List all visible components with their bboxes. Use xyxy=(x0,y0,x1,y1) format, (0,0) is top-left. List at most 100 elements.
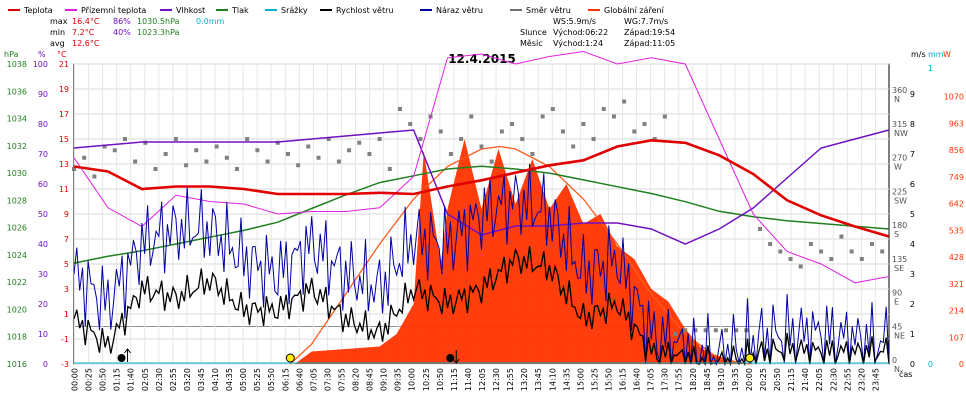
y-tick-ms: 1 xyxy=(910,330,915,339)
x-tick-label: 23:45 xyxy=(871,368,880,391)
series-winddir-point xyxy=(622,99,627,104)
series-winddir-point xyxy=(591,137,596,141)
series-winddir-point xyxy=(255,148,260,153)
series-winddir-point xyxy=(163,152,168,156)
x-tick-label: 17:30 xyxy=(661,368,670,391)
series-winddir-point xyxy=(112,148,117,153)
stat-min-press: 1023.3hPa xyxy=(137,28,180,37)
x-tick-label: 14:10 xyxy=(548,368,557,391)
x-tick-label: 15:50 xyxy=(604,368,613,391)
series-groundtemp-line xyxy=(73,50,890,284)
legend-label: Vlhkost xyxy=(176,6,205,15)
series-winddir-point xyxy=(859,257,864,261)
y-tick-pct: 0 xyxy=(43,360,48,369)
y-tick-w: 1070 xyxy=(944,93,964,102)
series-winddir-point xyxy=(757,227,762,231)
y-tick-c: 9 xyxy=(64,210,69,219)
x-tick-label: 21:40 xyxy=(801,368,810,391)
series-winddir-point xyxy=(367,152,372,156)
x-tick-label: 16:15 xyxy=(619,368,628,391)
series-radiation-area xyxy=(74,139,889,364)
y-tick-pct: 30 xyxy=(38,270,48,279)
x-tick-label: 12:55 xyxy=(506,368,515,391)
series-winddir-point xyxy=(92,174,97,179)
legend-label: Srážky xyxy=(281,6,308,15)
x-tick-label: 20:25 xyxy=(759,368,768,391)
y-tick-ms: 7 xyxy=(910,150,915,159)
x-tick-label: 22:05 xyxy=(815,368,824,391)
series-winddir-point xyxy=(540,114,545,119)
y-tick-w: 642 xyxy=(949,200,964,209)
info-ws: WS:5.9m/s xyxy=(553,17,596,26)
y-tick-c: -1 xyxy=(61,335,69,344)
x-tick-label: 17:55 xyxy=(675,368,684,391)
series-winddir-point xyxy=(194,148,199,153)
y-tick-pct: 100 xyxy=(33,60,48,69)
y-tick-w: 214 xyxy=(949,307,964,316)
axis-unit-hpa: hPa xyxy=(4,50,19,59)
y-tick-c: 7 xyxy=(64,235,69,244)
moonrise-marker xyxy=(117,354,126,362)
x-tick-label: 13:20 xyxy=(520,368,529,391)
y-tick-dir-name: SE xyxy=(894,264,904,273)
series-winddir-point xyxy=(788,257,793,261)
series-winddir-point xyxy=(489,159,494,164)
series-pressure-line xyxy=(73,165,890,264)
series-winddir-point xyxy=(734,328,739,333)
info-moon-rise: Východ:1:24 xyxy=(553,39,603,48)
x-tick-label: 04:10 xyxy=(211,368,220,391)
series-winddir-point xyxy=(438,129,443,134)
axis-unit-time: čas xyxy=(899,369,912,379)
axis-unit-ms: m/s xyxy=(911,50,926,59)
y-tick-dir-name: NE xyxy=(894,331,905,340)
x-tick-label: 22:30 xyxy=(829,368,838,391)
stat-max-temp: 16.4°C xyxy=(72,17,100,26)
axis-unit-pct: % xyxy=(38,50,46,59)
series-winddir-point xyxy=(479,144,484,149)
y-tick-c: 21 xyxy=(59,60,69,69)
y-tick-ms: 3 xyxy=(910,270,915,279)
x-tick-label: 05:50 xyxy=(267,368,276,391)
legend-label: Rychlost větru xyxy=(336,6,393,15)
series-winddir-point xyxy=(561,129,565,134)
stat-min-hum: 40% xyxy=(113,28,131,37)
series-windspeed-line xyxy=(73,246,890,367)
series-winddir-point xyxy=(265,159,270,164)
series-winddir-point xyxy=(387,167,392,171)
series-winddir-point xyxy=(703,328,708,333)
series-winddir-point xyxy=(214,144,219,149)
y-tick-ms: 0 xyxy=(910,360,915,369)
series-winddir-point xyxy=(347,148,352,153)
legend: Teplota Přízemní teplota Vlhkost Tlak Srážky… xyxy=(8,6,665,15)
y-tick-hpa: 1026 xyxy=(7,224,27,233)
x-tick-label: 00:25 xyxy=(85,368,94,391)
y-tick-w: 963 xyxy=(949,119,964,128)
y-tick-hpa: 1018 xyxy=(7,333,27,342)
y-tick-ms: 2 xyxy=(910,300,915,309)
y-tick-c: 1 xyxy=(64,310,69,319)
x-tick-label: 01:40 xyxy=(127,368,136,391)
y-tick-w: 535 xyxy=(949,226,964,235)
series-winddir-point xyxy=(204,159,209,164)
y-tick-pct: 10 xyxy=(38,330,48,339)
stat-max-hum: 86% xyxy=(113,17,131,26)
series-winddir-point xyxy=(184,163,189,168)
y-tick-ms: 9 xyxy=(910,90,915,99)
y-tick-mm: 0 xyxy=(928,360,933,369)
y-tick-w: 428 xyxy=(949,253,964,262)
series-winddir-point xyxy=(102,144,107,149)
moonset-arrowhead xyxy=(452,358,460,364)
x-tick-label: 07:55 xyxy=(337,368,346,391)
axis-unit-mm: mm xyxy=(928,50,944,59)
y-tick-pct: 40 xyxy=(38,240,48,249)
series-winddir-point xyxy=(829,257,834,261)
y-tick-hpa: 1024 xyxy=(7,251,27,260)
y-tick-c: 5 xyxy=(64,260,69,269)
x-tick-label: 21:15 xyxy=(787,368,796,391)
axis-unit-w: W xyxy=(943,50,951,59)
x-tick-label: 10:50 xyxy=(436,368,445,391)
y-tick-dir-name: E xyxy=(894,298,899,307)
x-tick-label: 15:25 xyxy=(590,368,599,391)
y-tick-dir-name: S xyxy=(894,230,899,239)
y-tick-hpa: 1038 xyxy=(7,60,27,69)
